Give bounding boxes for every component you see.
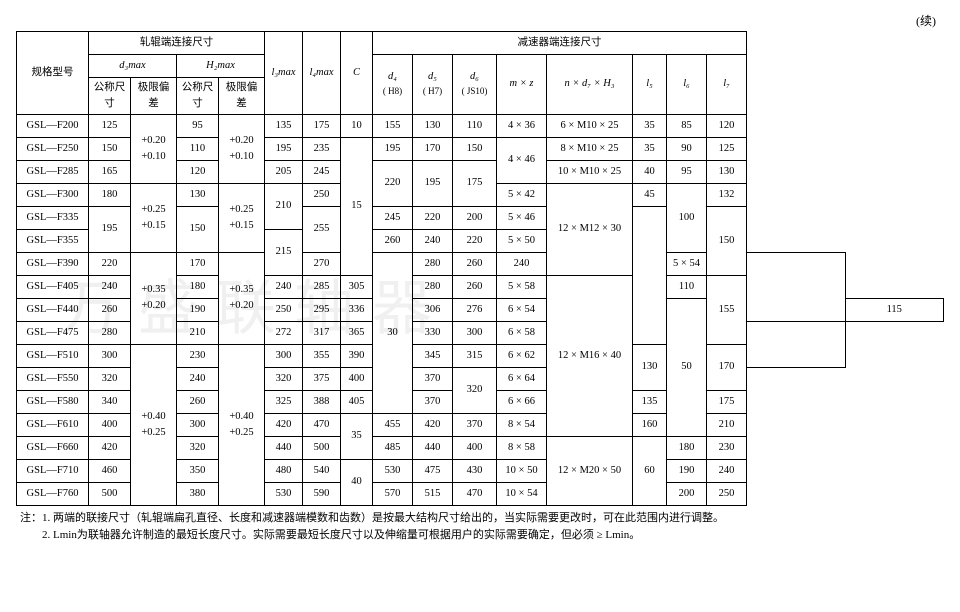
h-nd7: n × d₇ × H₃ (547, 55, 633, 115)
note-1: 注：1. 两端的联接尺寸（轧辊端扁孔直径、长度和减速器端模数和齿数）是按最大结构… (20, 510, 944, 528)
h-rollside: 轧辊端连接尺寸 (89, 32, 265, 55)
h-gearside: 减速器端连接尺寸 (373, 32, 747, 55)
h-d3-dev: 极限偏差 (131, 78, 177, 115)
notes: 注：1. 两端的联接尺寸（轧辊端扁孔直径、长度和减速器端模数和齿数）是按最大结构… (16, 510, 944, 545)
table-body: GSL—F200125 +0.20 +0.10 95 +0.20 +0.10 1… (17, 114, 944, 505)
h-l4max: l₄max (303, 32, 341, 115)
h-H2max: H₂max (177, 55, 265, 78)
h-C: C (341, 32, 373, 115)
h-model: 规格型号 (17, 32, 89, 115)
h-H2-dev: 极限偏差 (219, 78, 265, 115)
table-row: GSL—F200125 +0.20 +0.10 95 +0.20 +0.10 1… (17, 114, 944, 137)
h-l3max: l₃max (265, 32, 303, 115)
note-2: 2. Lmin为联轴器允许制造的最短长度尺寸。实际需要最短长度尺寸以及伸缩量可根… (20, 527, 944, 545)
h-mz: m × z (497, 55, 547, 115)
h-d3-nom: 公称尺寸 (89, 78, 131, 115)
h-H2-nom: 公称尺寸 (177, 78, 219, 115)
spec-table: 规格型号 轧辊端连接尺寸 l₃max l₄max C 减速器端连接尺寸 d₃ma… (16, 31, 944, 506)
h-d3max: d₃max (89, 55, 177, 78)
table-row: GSL—F390220 +0.35 +0.20 170 +0.35 +0.20 … (17, 252, 944, 275)
h-d6: d₆( JS10) (453, 55, 497, 115)
h-l5: l₅ (633, 55, 667, 115)
h-d4: d₄( H8) (373, 55, 413, 115)
continued-label: (续) (16, 12, 944, 29)
h-d5: d₅( H7) (413, 55, 453, 115)
h-l7: l₇ (707, 55, 747, 115)
h-l6: l₆ (667, 55, 707, 115)
